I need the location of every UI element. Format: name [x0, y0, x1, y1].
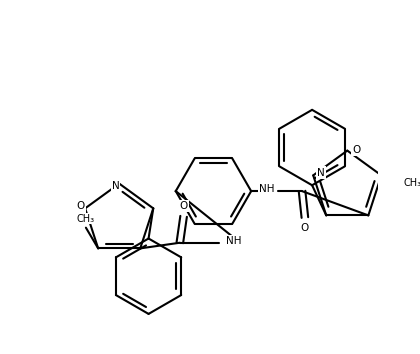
Text: N: N — [112, 182, 119, 192]
Text: CH₃: CH₃ — [404, 178, 420, 188]
Text: O: O — [352, 145, 360, 155]
Text: O: O — [76, 201, 84, 211]
Text: NH: NH — [259, 184, 274, 194]
Text: O: O — [179, 201, 188, 211]
Text: NH: NH — [226, 236, 241, 246]
Text: N: N — [317, 167, 325, 177]
Text: O: O — [301, 223, 309, 233]
Text: CH₃: CH₃ — [77, 214, 95, 224]
